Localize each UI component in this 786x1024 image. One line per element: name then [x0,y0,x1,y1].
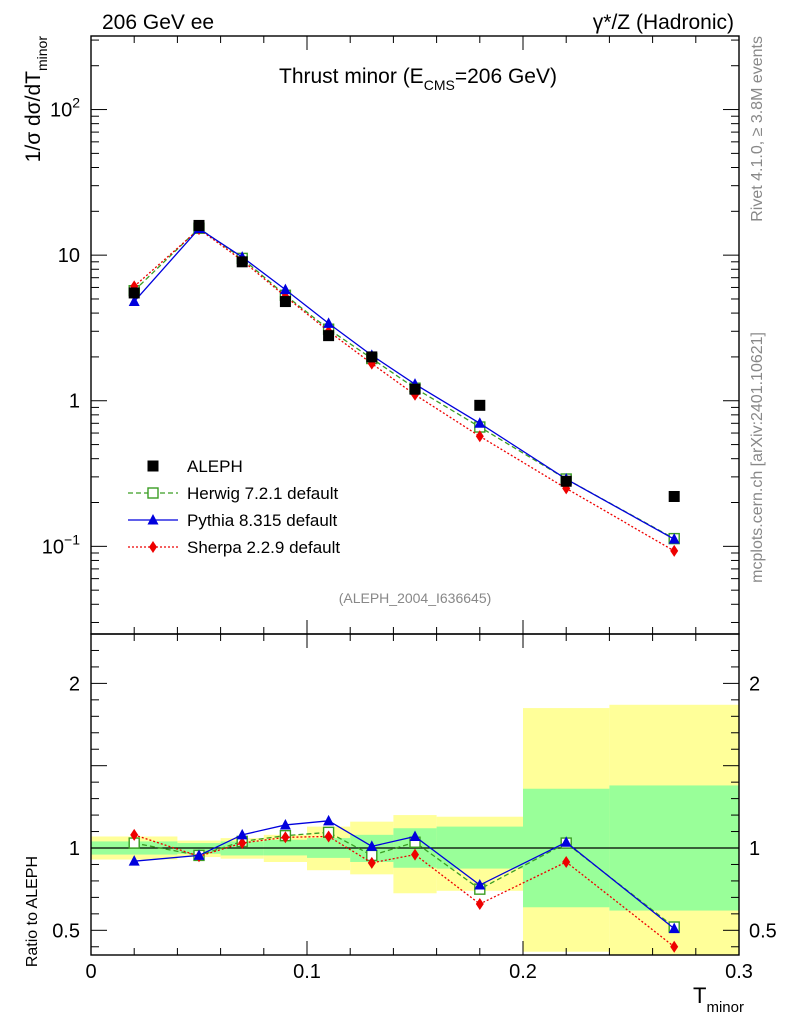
sherpa-ratio-point-3 [281,831,290,844]
aleph-main-point-7 [474,399,486,411]
main-y-tick-label-2: 10 [58,245,80,267]
ratio-y-tick-label-right-2: 2 [749,673,760,695]
pythia-main-line [133,227,675,540]
aleph-main-point-2 [236,256,248,268]
rivet-label: Rivet 4.1.0, ≥ 3.8M events [749,36,766,222]
sherpa-ratio-point-8 [562,855,571,868]
main-y-tick-label-3: 102 [50,95,80,122]
ratio-series [128,814,680,953]
sherpa-ratio-line [133,834,675,948]
legend-marker-pythia [147,514,159,525]
x-tick-label-3: 0.3 [725,961,753,983]
aleph-main-point-9 [668,490,680,502]
pythia-ratio-point-5 [366,840,378,851]
sherpa-ratio-point-9 [670,940,679,953]
header-right: γ*/Z (Hadronic) [593,11,734,34]
x-tick-label-2: 0.2 [509,961,537,983]
pythia-ratio-point-3 [279,818,291,830]
mcplots-label: mcplots.cern.ch [arXiv:2401.10621] [749,332,766,583]
sherpa-ratio-point-4 [324,830,333,843]
herwig-ratio-line [134,831,675,928]
x-tick-label-1: 0.1 [293,961,321,983]
sherpa-ratio-point-6 [411,848,419,861]
pythia-main-point-7 [474,417,486,428]
pythia-ratio-point-7 [474,879,486,890]
ratio-y-tick-label-0: 0.5 [52,920,80,942]
pythia-ratio-line [134,820,675,930]
sherpa-ratio-point-0 [130,828,139,841]
legend-marker-sherpa [149,541,157,553]
legend: ALEPH Herwig 7.2.1 default Pythia 8.315 de… [128,457,340,557]
aleph-main-point-5 [366,351,378,363]
sherpa-ratio-point-7 [475,897,484,910]
legend-label-pythia: Pythia 8.315 default [187,511,338,530]
legend-label-herwig: Herwig 7.2.1 default [187,484,338,503]
ratio-y-axis-title: Ratio to ALEPH [24,856,41,967]
pythia-main-point-3 [279,283,291,295]
pythia-ratio-point-6 [409,830,421,841]
pythia-main-point-4 [323,317,335,328]
ratio-y-tick-label-right-0: 0.5 [749,920,777,942]
axes: 0 0.1 0.2 0.3 10−1 1 10 102 0.5 0.5 1 1 2 2 [42,35,777,983]
header-left: 206 GeV ee [102,11,214,34]
x-axis-title: Tminor [693,983,744,1016]
pythia-ratio-point-8 [560,836,572,847]
ratio-plot-frame [90,633,740,956]
plot-title: Thrust minor (ECMS=206 GeV) [279,65,557,93]
main-series [128,219,680,557]
legend-label-sherpa: Sherpa 2.2.9 default [187,538,340,557]
aleph-main-point-6 [409,383,421,395]
legend-label-aleph: ALEPH [187,457,243,476]
aleph-main-point-4 [323,330,335,342]
pythia-ratio-point-1 [193,849,205,860]
sherpa-ratio-point-5 [367,856,376,869]
legend-marker-aleph [147,460,159,472]
main-y-tick-label-0: 10−1 [42,531,80,558]
main-y-tick-label-1: 1 [69,391,80,413]
ratio-y-tick-label-right-1: 1 [749,838,760,860]
pythia-ratio-point-2 [236,828,248,840]
sherpa-main-point-9 [670,544,679,557]
sherpa-main-point-7 [475,430,484,443]
sherpa-ratio-point-2 [238,837,247,850]
pythia-main-point-0 [128,295,140,307]
pythia-main-point-9 [668,533,680,544]
pythia-ratio-point-0 [128,855,140,866]
aleph-main-point-8 [560,475,572,487]
main-y-axis-title: 1/σ dσ/dTminor [22,36,50,163]
ratio-uncertainty-bands [91,704,739,955]
ratio-y-tick-label-2: 2 [69,673,80,695]
legend-marker-herwig [147,487,159,499]
pythia-ratio-point-4 [323,814,335,826]
x-tick-label-0: 0 [85,961,96,983]
aleph-main-point-1 [193,219,205,231]
aleph-main-point-3 [279,296,291,308]
analysis-id: (ALEPH_2004_I636645) [339,590,492,606]
pythia-ratio-point-9 [668,922,680,934]
aleph-main-point-0 [128,287,140,299]
ratio-y-tick-label-1: 1 [69,838,80,860]
sherpa-main-line [133,228,675,552]
